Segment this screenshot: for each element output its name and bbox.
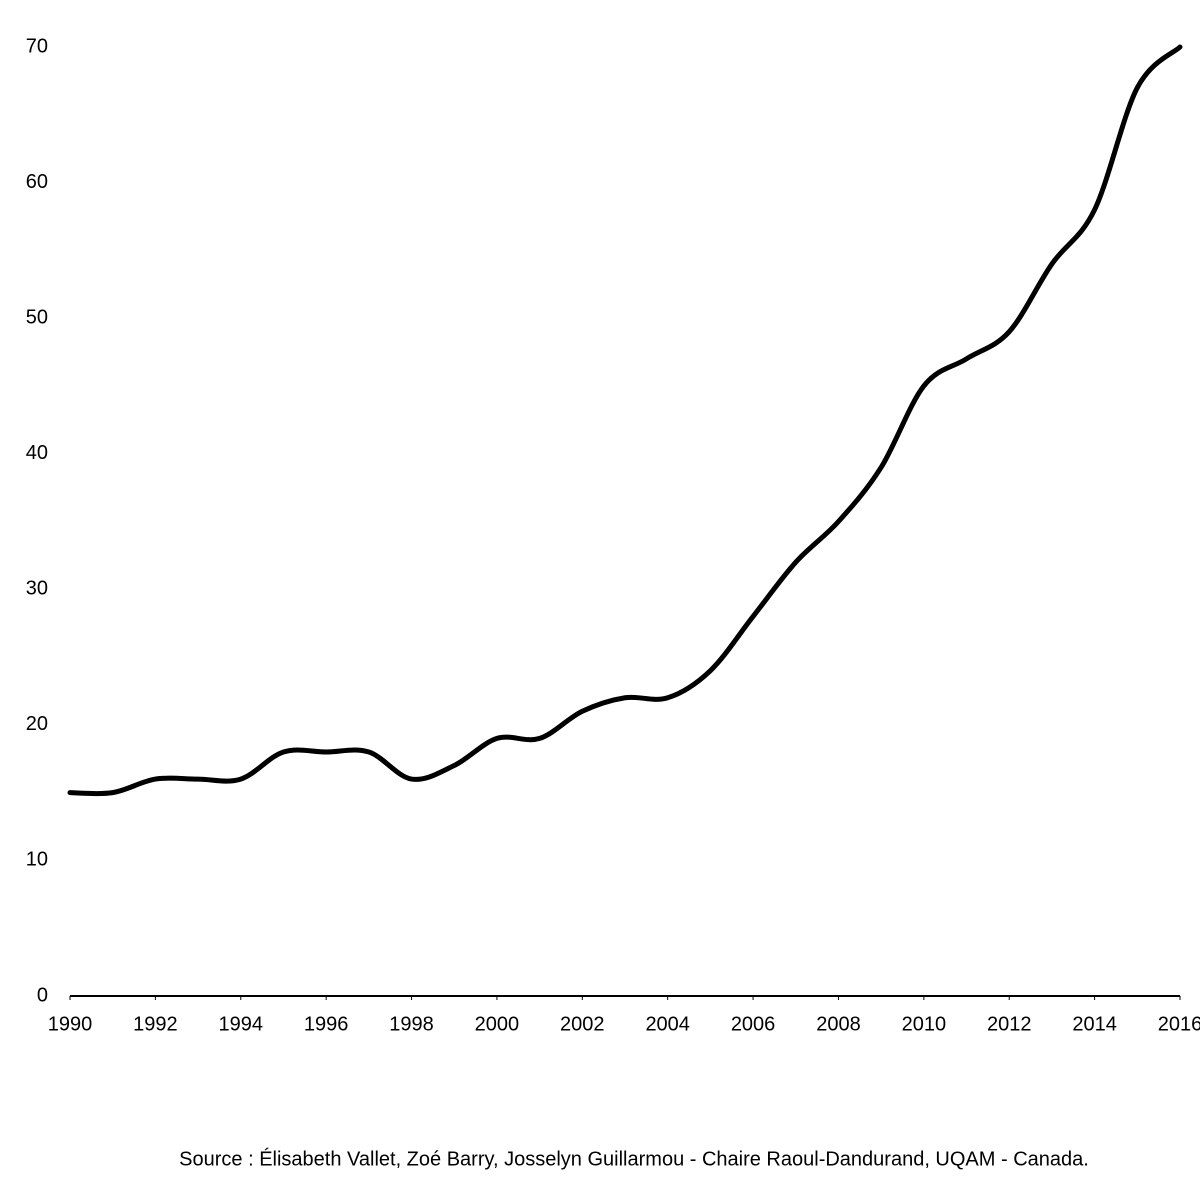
y-tick-label: 20 <box>26 713 48 735</box>
y-tick-label: 10 <box>26 849 48 871</box>
x-tick-label: 1994 <box>219 1013 264 1035</box>
y-tick-label: 40 <box>26 442 48 464</box>
y-tick-label: 60 <box>26 171 48 193</box>
x-tick-label: 2008 <box>816 1013 861 1035</box>
x-tick-label: 1998 <box>389 1013 434 1035</box>
data-line <box>67 44 1183 797</box>
x-tick-label: 2016 <box>1158 1013 1200 1035</box>
x-tick-label: 2012 <box>987 1013 1032 1035</box>
x-tick-label: 2014 <box>1072 1013 1117 1035</box>
y-tick-label: 70 <box>26 35 48 57</box>
x-tick-label: 1992 <box>133 1013 178 1035</box>
x-tick-label: 1996 <box>304 1013 349 1035</box>
x-tick-label: 2010 <box>902 1013 947 1035</box>
x-tick-label: 2002 <box>560 1013 605 1035</box>
x-tick-label: 1990 <box>48 1013 93 1035</box>
y-tick-label: 0 <box>37 984 48 1006</box>
x-tick-label: 2000 <box>475 1013 520 1035</box>
y-tick-label: 30 <box>26 578 48 600</box>
y-tick-label: 50 <box>26 306 48 328</box>
source-note: Source : Élisabeth Vallet, Zoé Barry, Jo… <box>179 1147 1089 1170</box>
x-tick-label: 2004 <box>645 1013 690 1035</box>
x-tick-label: 2006 <box>731 1013 776 1035</box>
